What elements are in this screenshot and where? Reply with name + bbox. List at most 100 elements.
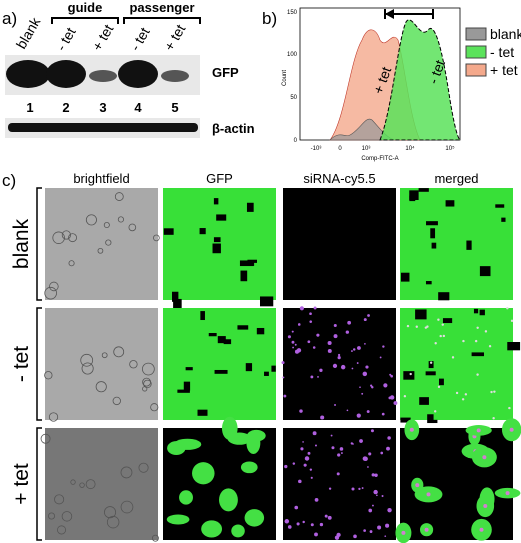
dot bbox=[332, 363, 338, 368]
gap bbox=[403, 371, 415, 380]
dot bbox=[437, 385, 441, 389]
dot bbox=[340, 364, 346, 370]
dot bbox=[299, 409, 303, 413]
dot bbox=[292, 346, 295, 349]
dot bbox=[347, 320, 352, 325]
gap bbox=[428, 361, 434, 369]
dot bbox=[426, 492, 431, 497]
cell bbox=[81, 362, 94, 375]
micrograph bbox=[40, 428, 159, 542]
dot bbox=[441, 323, 444, 326]
cell bbox=[114, 192, 124, 201]
dot bbox=[479, 527, 484, 532]
dot bbox=[327, 348, 332, 353]
gap bbox=[466, 240, 472, 250]
cell bbox=[142, 362, 155, 376]
dot bbox=[309, 312, 312, 316]
dot bbox=[437, 318, 440, 321]
dot bbox=[361, 487, 364, 489]
dot bbox=[359, 386, 361, 389]
panel-label: c) bbox=[2, 171, 16, 190]
dot bbox=[327, 515, 332, 520]
dot bbox=[296, 522, 300, 526]
cell bbox=[117, 216, 125, 223]
micrograph bbox=[163, 188, 276, 309]
dot bbox=[376, 494, 378, 497]
dot bbox=[330, 434, 333, 437]
dot bbox=[483, 503, 488, 508]
dot bbox=[307, 451, 311, 455]
dot bbox=[442, 334, 446, 338]
cell bbox=[105, 239, 112, 246]
cell bbox=[120, 500, 134, 514]
gap bbox=[173, 298, 182, 309]
cell bbox=[68, 233, 77, 243]
gap bbox=[264, 371, 269, 376]
gap bbox=[425, 281, 432, 285]
micrograph bbox=[163, 416, 276, 540]
dot bbox=[310, 476, 313, 479]
cell bbox=[112, 396, 121, 406]
gap bbox=[400, 272, 410, 282]
panel-label: b) bbox=[262, 9, 277, 28]
column-label: siRNA-cy5.5 bbox=[303, 171, 375, 186]
dot bbox=[381, 412, 385, 416]
dot bbox=[294, 505, 299, 510]
dot bbox=[382, 345, 385, 348]
dot bbox=[369, 530, 373, 533]
gap bbox=[239, 260, 254, 267]
dot bbox=[346, 409, 349, 412]
dot bbox=[387, 507, 392, 513]
row-bracket bbox=[36, 307, 42, 421]
x-tick-label: 10⁴ bbox=[405, 145, 415, 152]
gap bbox=[430, 228, 436, 239]
x-tick-label: 10³ bbox=[362, 146, 371, 152]
dot bbox=[312, 431, 317, 436]
image-bg bbox=[45, 188, 158, 300]
dot bbox=[409, 427, 414, 432]
gap bbox=[256, 327, 265, 335]
dot bbox=[389, 395, 395, 400]
micrograph bbox=[400, 188, 513, 301]
dot bbox=[356, 413, 361, 418]
legend-swatch bbox=[465, 45, 487, 59]
dot bbox=[434, 342, 437, 345]
dot bbox=[476, 326, 479, 330]
row-label: blank bbox=[10, 218, 33, 269]
dot bbox=[371, 504, 374, 507]
gap bbox=[217, 336, 226, 344]
micrograph bbox=[400, 307, 521, 424]
dot bbox=[371, 386, 374, 389]
dot bbox=[359, 439, 363, 443]
image-bg bbox=[163, 308, 276, 420]
dot bbox=[314, 498, 319, 502]
gap bbox=[438, 378, 444, 386]
dot bbox=[309, 320, 313, 323]
actin-band bbox=[8, 123, 198, 132]
cell bbox=[52, 231, 65, 244]
gap bbox=[495, 204, 505, 208]
gap bbox=[183, 381, 191, 391]
x-tick-label: 10⁵ bbox=[445, 145, 455, 152]
gap bbox=[418, 188, 429, 192]
dot bbox=[334, 403, 336, 406]
cell bbox=[103, 221, 110, 229]
dot bbox=[384, 535, 387, 537]
dot bbox=[336, 472, 340, 476]
gap bbox=[433, 419, 438, 424]
dot bbox=[363, 529, 366, 532]
dot bbox=[367, 466, 369, 468]
dot bbox=[291, 330, 294, 333]
dot bbox=[312, 346, 316, 349]
cell bbox=[151, 534, 159, 542]
cell bbox=[128, 223, 137, 232]
cell bbox=[48, 512, 56, 520]
dot bbox=[381, 495, 384, 498]
dot bbox=[337, 353, 341, 357]
cell bbox=[142, 386, 148, 392]
annotation: - tet bbox=[425, 58, 448, 86]
lane-label: blank bbox=[13, 14, 44, 52]
dot bbox=[506, 307, 509, 310]
dot bbox=[455, 391, 459, 395]
micrograph bbox=[281, 306, 398, 420]
